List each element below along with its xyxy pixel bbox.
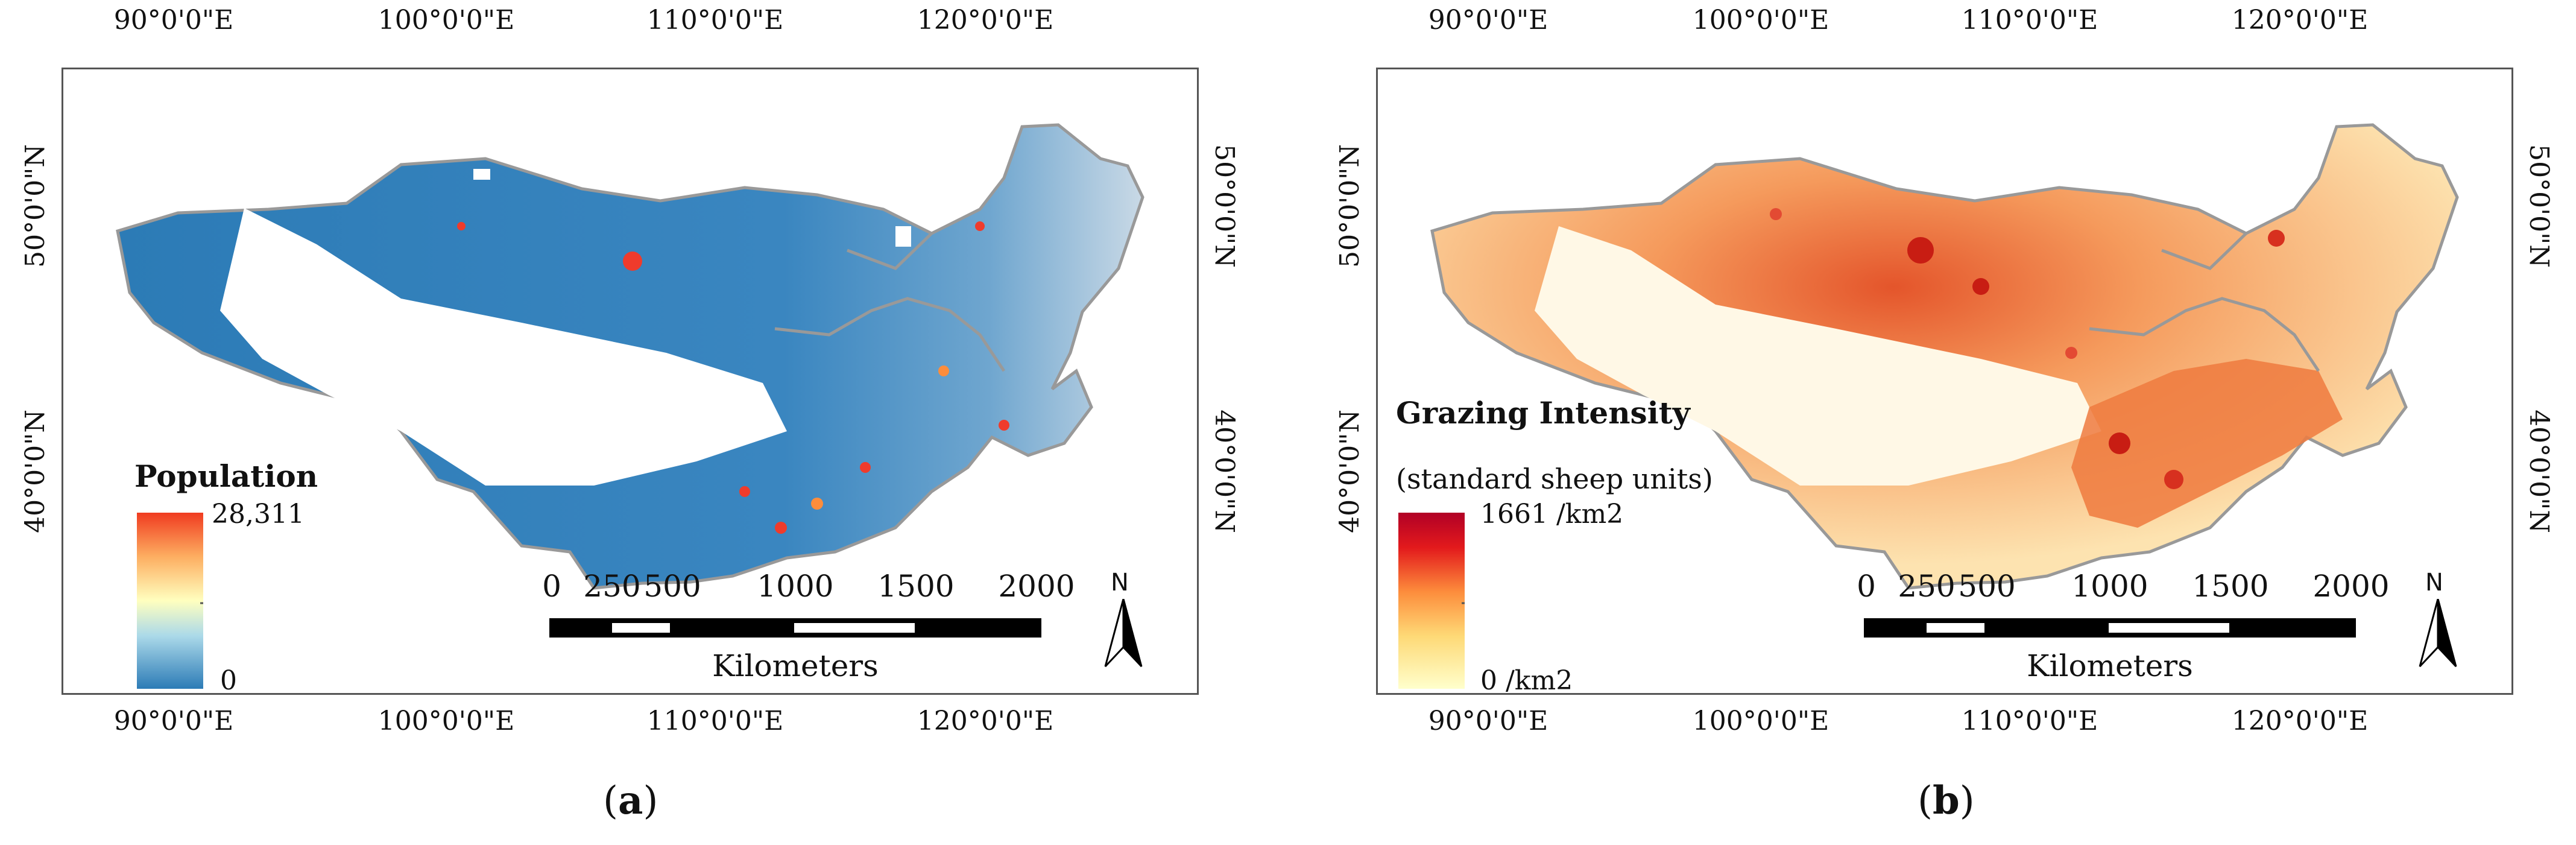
- lake: [895, 226, 911, 247]
- top-lon-label: 100°0'0"E: [377, 5, 515, 36]
- grazing-hotspot: [2109, 432, 2130, 454]
- population-hotspot: [999, 420, 1009, 431]
- top-lon-label: 90°0'0"E: [1428, 5, 1548, 36]
- population-hotspot: [775, 522, 787, 534]
- bottom-lon-label: 120°0'0"E: [917, 706, 1054, 736]
- bottom-lon-label: 90°0'0"E: [113, 706, 234, 736]
- panel-caption: (b): [1918, 778, 1975, 823]
- population-hotspot: [623, 252, 642, 271]
- bottom-lon-label: 100°0'0"E: [1692, 706, 1829, 736]
- lat-label-left: 40°0'0"N: [19, 410, 51, 533]
- scale-tick: 250: [583, 569, 641, 604]
- scale-tick: 1500: [877, 569, 955, 604]
- bottom-lon-label: 120°0'0"E: [2231, 706, 2369, 736]
- internal-boundary: [2089, 297, 2320, 372]
- lat-label-left: 50°0'0"N: [1334, 144, 1365, 268]
- north-arrow-icon: [1104, 599, 1143, 668]
- grazing-hotspot: [2065, 347, 2077, 359]
- top-lon-label: 110°0'0"E: [646, 5, 784, 36]
- internal-boundary: [2161, 232, 2247, 270]
- map-frame: Grazing Intensity (standard sheep units)…: [1376, 68, 2513, 695]
- lat-label-left: 50°0'0"N: [19, 144, 51, 268]
- north-letter: N: [1111, 569, 1129, 597]
- scale-tick: 0: [542, 569, 561, 604]
- scale-tick: 0: [1857, 569, 1876, 604]
- bottom-lon-label: 90°0'0"E: [1428, 706, 1548, 736]
- top-lon-label: 90°0'0"E: [113, 5, 234, 36]
- north-arrow-icon: [2419, 599, 2457, 668]
- internal-boundary: [774, 297, 1006, 372]
- grazing-hotspot: [1972, 278, 1989, 295]
- population-hotspot: [457, 222, 466, 230]
- grazing-hotspot: [1907, 237, 1934, 264]
- legend-colorbar: [137, 513, 203, 689]
- bottom-lon-label: 110°0'0"E: [646, 706, 784, 736]
- top-lon-label: 110°0'0"E: [1961, 5, 2098, 36]
- bottom-lon-label: 100°0'0"E: [377, 706, 515, 736]
- panel-caption: (a): [603, 778, 658, 823]
- desert-area: [220, 208, 787, 486]
- lat-label-left: 40°0'0"N: [1334, 410, 1365, 533]
- grazing-hotspot: [2164, 470, 2183, 489]
- top-lon-label: 120°0'0"E: [917, 5, 1054, 36]
- population-hotspot: [811, 498, 823, 510]
- grazing-hotzone: [2071, 359, 2343, 528]
- scale-tick: 500: [1958, 569, 2016, 604]
- lat-label-right: 40°0'0"N: [1208, 410, 1240, 533]
- population-hotspot: [975, 221, 985, 231]
- internal-boundary: [847, 232, 933, 270]
- scale-tick: 1500: [2192, 569, 2269, 604]
- population-hotspot: [739, 486, 750, 497]
- scale-bar: [1864, 618, 2356, 638]
- legend-min: 0 /km2: [1480, 665, 1573, 695]
- grazing-hotspot: [1770, 208, 1782, 220]
- legend-title: Grazing Intensity: [1396, 395, 1690, 431]
- scale-tick: 1000: [2071, 569, 2148, 604]
- scale-tick: 2000: [2312, 569, 2390, 604]
- legend-subtitle: (standard sheep units): [1396, 463, 1713, 495]
- lat-label-right: 50°0'0"N: [2523, 144, 2554, 268]
- lake: [239, 195, 257, 204]
- legend-max: 28,311: [212, 499, 305, 530]
- population-hotspot: [938, 366, 949, 376]
- lake: [473, 169, 490, 180]
- scale-bar: [549, 618, 1041, 638]
- population-hotspot: [860, 462, 871, 473]
- scale-tick: 1000: [757, 569, 834, 604]
- scale-tick: 2000: [998, 569, 1075, 604]
- legend-min: 0: [220, 665, 237, 695]
- top-lon-label: 120°0'0"E: [2231, 5, 2369, 36]
- grazing-hotspot: [2268, 230, 2285, 247]
- bottom-lon-label: 110°0'0"E: [1961, 706, 2098, 736]
- north-letter: N: [2425, 569, 2443, 597]
- scale-unit: Kilometers: [2027, 648, 2193, 683]
- top-lon-label: 100°0'0"E: [1692, 5, 1829, 36]
- scale-tick: 500: [643, 569, 701, 604]
- map-canvas: [1430, 123, 2459, 590]
- desert-area: [1535, 226, 2101, 486]
- map-canvas: [116, 123, 1144, 590]
- legend-max: 1661 /km2: [1480, 499, 1624, 530]
- legend-colorbar: [1398, 513, 1465, 689]
- legend-title: Population: [134, 458, 318, 494]
- scale-tick: 250: [1898, 569, 1956, 604]
- lat-label-right: 50°0'0"N: [1208, 144, 1240, 268]
- lat-label-right: 40°0'0"N: [2523, 410, 2554, 533]
- map-frame: Population 28,311 0 0 250 500 1000 1500 …: [62, 68, 1199, 695]
- scale-unit: Kilometers: [712, 648, 879, 683]
